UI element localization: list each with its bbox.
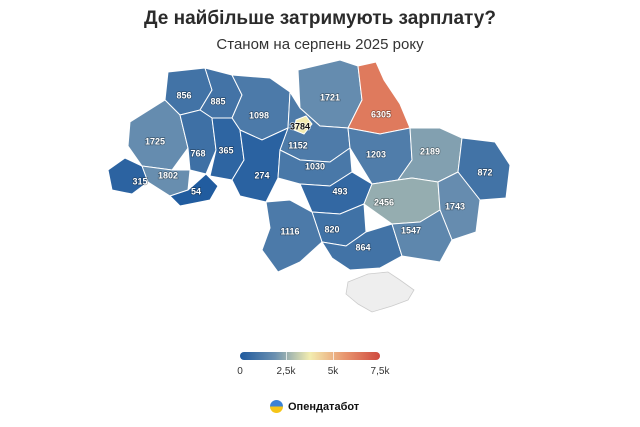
region-value-label-ternopil: 768 xyxy=(190,148,205,158)
region-lviv xyxy=(127,99,189,171)
region-value-label-dnipropetrovsk: 2456 xyxy=(374,197,394,207)
legend-label-5000: 5k xyxy=(327,366,339,377)
region-value-label-kyiv-oblast: 1152 xyxy=(288,140,308,150)
region-value-label-zaporizhzhia: 1547 xyxy=(401,225,421,235)
region-value-label-odesa: 1116 xyxy=(280,226,299,236)
region-value-label-rivne: 885 xyxy=(210,96,225,106)
brand-name: Опендатабот xyxy=(288,400,360,413)
region-value-label-cherkasy: 1030 xyxy=(305,161,325,171)
region-value-label-chernivtsi: 54 xyxy=(191,186,201,196)
region-value-label-volyn: 856 xyxy=(176,90,191,100)
region-value-label-zhytomyr: 1098 xyxy=(249,110,269,120)
region-value-label-donetsk: 1743 xyxy=(445,201,465,211)
opendatabot-logo-icon xyxy=(270,400,283,413)
region-chernivtsi xyxy=(169,173,219,207)
region-value-label-poltava: 1203 xyxy=(366,149,386,159)
region-value-label-vinnytsia: 274 xyxy=(254,170,269,180)
map-title: Де найбільше затримують зарплату? xyxy=(144,8,496,29)
crimea-region xyxy=(345,271,415,313)
region-odesa xyxy=(261,199,323,273)
region-value-label-kharkiv: 2189 xyxy=(420,146,440,156)
brand-logo: Опендатабот xyxy=(270,400,359,413)
region-zaporizhzhia xyxy=(391,209,453,263)
color-legend: 0 2,5k 5k 7,5k xyxy=(237,352,389,382)
legend-label-2500: 2,5k xyxy=(276,366,296,377)
region-value-label-mykolaiv: 820 xyxy=(324,224,339,234)
region-value-label-lviv: 1725 xyxy=(145,136,165,146)
region-value-label-khmelnytskyi: 365 xyxy=(218,145,233,155)
region-value-label-ivano-frankivsk: 1802 xyxy=(158,170,178,180)
region-kyiv-city xyxy=(293,115,313,135)
legend-gradient-bar xyxy=(240,352,380,360)
region-vinnytsia xyxy=(231,127,289,203)
region-ternopil xyxy=(179,109,217,175)
region-value-label-zakarpattia: 315 xyxy=(132,176,147,186)
region-value-label-kyiv-city: 3784 xyxy=(290,121,310,131)
legend-label-max: 7,5k xyxy=(370,366,390,377)
region-value-label-sumy: 6305 xyxy=(371,109,391,119)
legend-tick xyxy=(286,352,287,360)
region-value-label-chernihiv: 1721 xyxy=(320,92,340,102)
legend-tick xyxy=(333,352,334,360)
region-value-label-luhansk: 872 xyxy=(477,167,492,177)
region-value-label-kirovohrad: 493 xyxy=(332,186,347,196)
legend-label-min: 0 xyxy=(237,366,243,377)
region-value-label-kherson: 864 xyxy=(355,242,370,252)
map-subtitle: Станом на серпень 2025 року xyxy=(216,36,424,53)
